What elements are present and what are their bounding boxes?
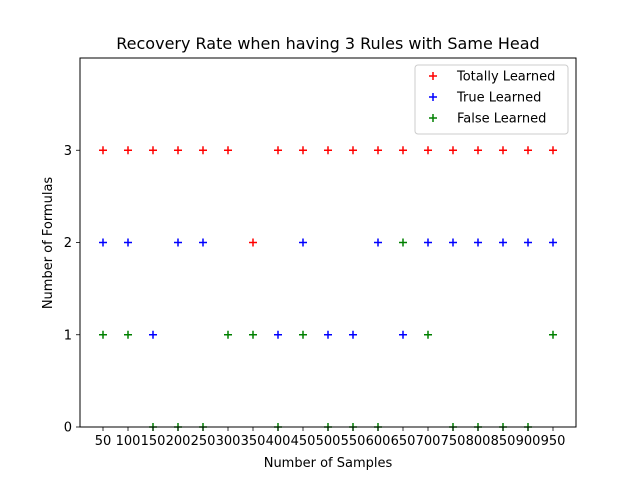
legend-label: True Learned — [456, 91, 541, 106]
data-point — [274, 330, 282, 339]
x-tick-label: 500 — [316, 434, 341, 449]
data-point — [424, 146, 432, 155]
data-point — [449, 146, 457, 155]
data-point — [424, 330, 432, 339]
x-tick-label: 700 — [416, 434, 441, 449]
data-point — [299, 330, 307, 339]
data-point — [499, 146, 507, 155]
data-point — [549, 146, 557, 155]
data-point — [524, 146, 532, 155]
data-point — [124, 238, 132, 247]
x-tick-label: 350 — [241, 434, 266, 449]
data-point — [399, 238, 407, 247]
x-axis-label: Number of Samples — [264, 456, 393, 471]
x-tick-label: 50 — [95, 434, 112, 449]
legend: Totally Learned True Learned False Learned — [414, 64, 569, 135]
data-point — [374, 146, 382, 155]
data-point — [474, 146, 482, 155]
legend-item-true-learned: True Learned — [429, 91, 541, 106]
legend-marker — [429, 93, 437, 101]
data-point — [324, 146, 332, 155]
data-point — [299, 146, 307, 155]
data-point — [99, 146, 107, 155]
data-point — [174, 238, 182, 247]
y-tick-label: 0 — [64, 421, 72, 436]
data-point — [99, 330, 107, 339]
data-point — [249, 238, 257, 247]
x-tick-label: 150 — [141, 434, 166, 449]
x-tick-label: 300 — [216, 434, 241, 449]
x-tick-label: 900 — [516, 434, 541, 449]
data-point — [549, 330, 557, 339]
data-point — [349, 146, 357, 155]
legend-box — [414, 64, 569, 135]
series-totally-learned — [99, 146, 557, 247]
data-point — [124, 330, 132, 339]
data-point — [174, 146, 182, 155]
data-point — [449, 238, 457, 247]
x-tick-label: 400 — [266, 434, 291, 449]
x-tick-label: 550 — [341, 434, 366, 449]
data-point — [224, 146, 232, 155]
x-tick-label: 100 — [116, 434, 141, 449]
data-point — [424, 238, 432, 247]
legend-item-totally-learned: Totally Learned — [429, 70, 555, 85]
data-point — [249, 330, 257, 339]
data-point — [149, 146, 157, 155]
legend-item-false-learned: False Learned — [429, 112, 546, 127]
data-point — [199, 146, 207, 155]
x-tick-label: 800 — [466, 434, 491, 449]
data-point — [399, 146, 407, 155]
data-point — [224, 330, 232, 339]
x-tick-label: 200 — [166, 434, 191, 449]
data-point — [499, 238, 507, 247]
x-axis: 50 100 150 200 250 300 350 400 450 500 550 600 650 70… — [95, 427, 566, 449]
y-axis-label: Number of Formulas — [41, 177, 56, 310]
data-point — [274, 146, 282, 155]
data-point — [299, 238, 307, 247]
x-tick-label: 250 — [191, 434, 216, 449]
y-tick-label: 2 — [64, 236, 72, 251]
data-point — [549, 238, 557, 247]
legend-label: False Learned — [457, 112, 546, 127]
x-tick-label: 600 — [366, 434, 391, 449]
y-tick-label: 1 — [64, 328, 72, 343]
x-tick-label: 450 — [291, 434, 316, 449]
data-point — [474, 238, 482, 247]
data-point — [374, 238, 382, 247]
x-tick-label: 950 — [541, 434, 566, 449]
y-tick-label: 3 — [64, 144, 72, 159]
x-tick-label: 650 — [391, 434, 416, 449]
data-point — [99, 238, 107, 247]
legend-label: Totally Learned — [456, 70, 555, 85]
chart-title: Recovery Rate when having 3 Rules with S… — [116, 34, 539, 53]
data-point — [524, 238, 532, 247]
data-point — [324, 330, 332, 339]
legend-marker — [429, 72, 437, 80]
legend-marker — [429, 114, 437, 122]
y-axis: 0 1 2 3 — [64, 144, 80, 436]
data-point — [399, 330, 407, 339]
data-point — [124, 146, 132, 155]
data-point — [349, 330, 357, 339]
data-point — [149, 330, 157, 339]
series-true-learned — [99, 238, 557, 339]
x-tick-label: 850 — [491, 434, 516, 449]
data-point — [199, 238, 207, 247]
x-tick-label: 750 — [441, 434, 466, 449]
